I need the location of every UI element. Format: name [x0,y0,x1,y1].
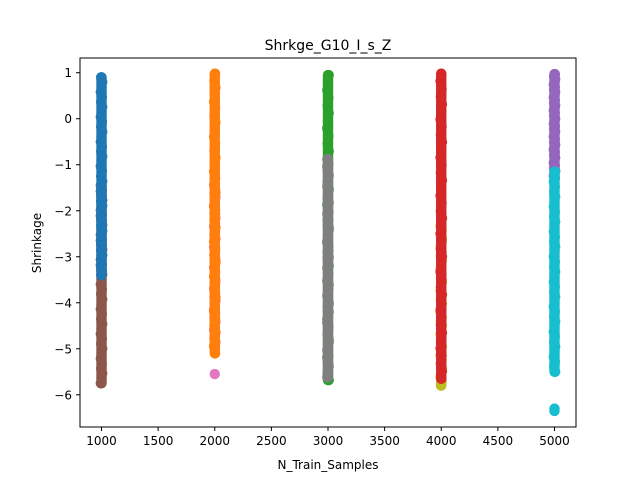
data-point [436,297,447,308]
data-point [436,68,447,79]
data-point [323,69,334,81]
data-point [436,312,447,323]
data-point [435,281,447,293]
y-tick-label: −4 [54,296,72,310]
data-point [435,167,447,178]
data-point [209,68,221,79]
data-point [436,274,447,285]
data-point [436,198,447,209]
data-point [435,152,446,163]
data-point [436,159,447,171]
data-point [323,130,334,142]
data-point [323,146,334,157]
x-tick-label: 3500 [369,434,400,448]
series-10 [548,166,561,417]
data-point [436,220,447,232]
data-point [322,123,333,134]
data-point [436,137,448,148]
data-point [436,350,447,362]
data-point [436,365,448,377]
series-9 [548,68,561,184]
data-point [436,335,447,346]
data-point [435,205,447,217]
y-tick-label: −3 [54,250,72,264]
outlier-point [549,405,560,417]
data-point [436,144,447,156]
outlier-point [209,368,220,380]
data-point [436,259,447,270]
data-point [435,228,446,239]
data-point [435,304,446,316]
x-axis-ticks: 1000 1500 2000 2500 3000 3500 4000 4500 5000 [86,427,570,448]
data-point [435,114,446,125]
data-point [436,106,447,117]
data-point [435,76,446,87]
y-tick-label: 0 [64,112,72,126]
data-point [436,182,447,194]
data-point [435,342,446,354]
data-point [436,175,448,186]
data-point [322,138,333,149]
series-4 [208,68,221,359]
x-tick-label: 5000 [539,434,570,448]
x-tick-label: 1500 [143,434,174,448]
y-tick-label: −6 [54,388,72,402]
data-point [435,320,447,331]
x-tick-label: 4500 [483,434,514,448]
data-point [436,327,448,339]
x-tick-label: 4000 [426,434,457,448]
data-point [436,83,447,95]
data-point [436,121,447,133]
data-point [436,251,448,262]
x-axis-label: N_Train_Samples [277,458,378,472]
data-point [95,72,107,83]
x-tick-label: 1000 [86,434,117,448]
x-tick-label: 2500 [256,434,287,448]
data-point [549,68,561,80]
data-point [323,92,334,104]
data-point [436,98,448,110]
chart-title: Shrkge_G10_I_s_Z [265,38,392,54]
data-points [95,68,561,417]
data-point [436,236,447,247]
data-point [322,100,333,111]
data-point [323,107,334,119]
y-tick-label: −2 [54,204,72,218]
data-point [436,373,447,384]
y-tick-label: 1 [64,66,72,80]
series-6 [322,154,334,383]
data-point [322,77,334,88]
data-point [436,213,448,224]
data-point [435,358,447,369]
series-8 [435,68,448,384]
data-point [435,243,447,255]
y-axis-label: Shrinkage [30,213,44,273]
series-2 [95,72,108,281]
x-tick-label: 3000 [313,434,344,448]
data-point [322,85,333,96]
data-point [322,115,334,126]
y-tick-label: −5 [54,342,72,356]
y-tick-label: −1 [54,158,72,172]
data-point [322,154,333,165]
data-point [549,166,561,177]
data-point [435,190,446,201]
y-axis-ticks: 1 0 −1 −2 −3 −4 −5 −6 [54,66,80,402]
data-point [435,129,447,140]
x-tick-label: 2000 [199,434,230,448]
data-point [435,91,447,102]
data-point [435,266,446,278]
data-point [436,289,448,301]
